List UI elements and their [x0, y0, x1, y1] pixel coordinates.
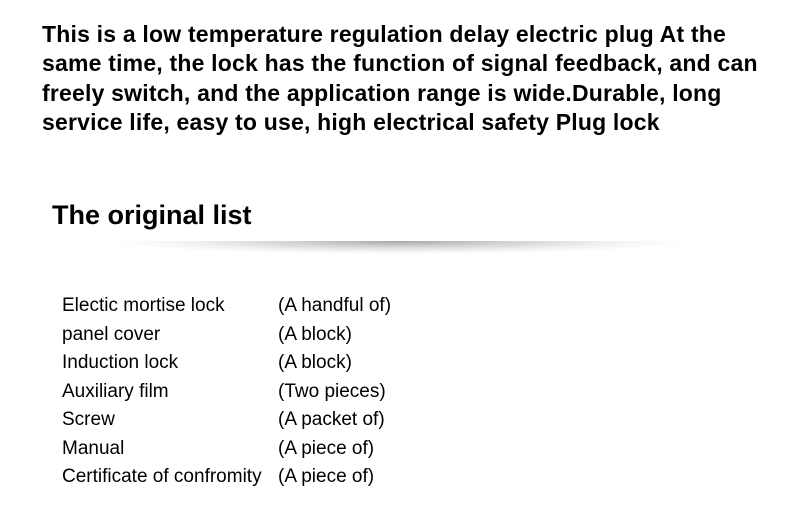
- section-heading: The original list: [40, 200, 760, 241]
- original-list: Electic mortise lock (A handful of) pane…: [62, 292, 391, 492]
- list-item-name: Electic mortise lock: [62, 292, 278, 321]
- list-item-qty: (A block): [278, 321, 391, 350]
- list-item-name: Screw: [62, 406, 278, 435]
- list-item-qty: (A piece of): [278, 435, 391, 464]
- list-item-name: panel cover: [62, 321, 278, 350]
- list-item-qty: (Two pieces): [278, 378, 391, 407]
- list-row: Electic mortise lock (A handful of): [62, 292, 391, 321]
- list-item-qty: (A handful of): [278, 292, 391, 321]
- page-root: This is a low temperature regulation del…: [0, 0, 800, 527]
- list-row: Certificate of confromity (A piece of): [62, 463, 391, 492]
- list-row: panel cover (A block): [62, 321, 391, 350]
- divider-shadow: [40, 241, 760, 255]
- list-item-name: Induction lock: [62, 349, 278, 378]
- list-row: Screw (A packet of): [62, 406, 391, 435]
- list-table: Electic mortise lock (A handful of) pane…: [62, 292, 391, 492]
- intro-paragraph: This is a low temperature regulation del…: [42, 20, 762, 138]
- list-item-qty: (A packet of): [278, 406, 391, 435]
- list-item-name: Auxiliary film: [62, 378, 278, 407]
- list-item-name: Certificate of confromity: [62, 463, 278, 492]
- list-item-qty: (A block): [278, 349, 391, 378]
- list-row: Auxiliary film (Two pieces): [62, 378, 391, 407]
- list-item-name: Manual: [62, 435, 278, 464]
- heading-section: The original list: [40, 200, 760, 255]
- list-item-qty: (A piece of): [278, 463, 391, 492]
- list-row: Manual (A piece of): [62, 435, 391, 464]
- list-row: Induction lock (A block): [62, 349, 391, 378]
